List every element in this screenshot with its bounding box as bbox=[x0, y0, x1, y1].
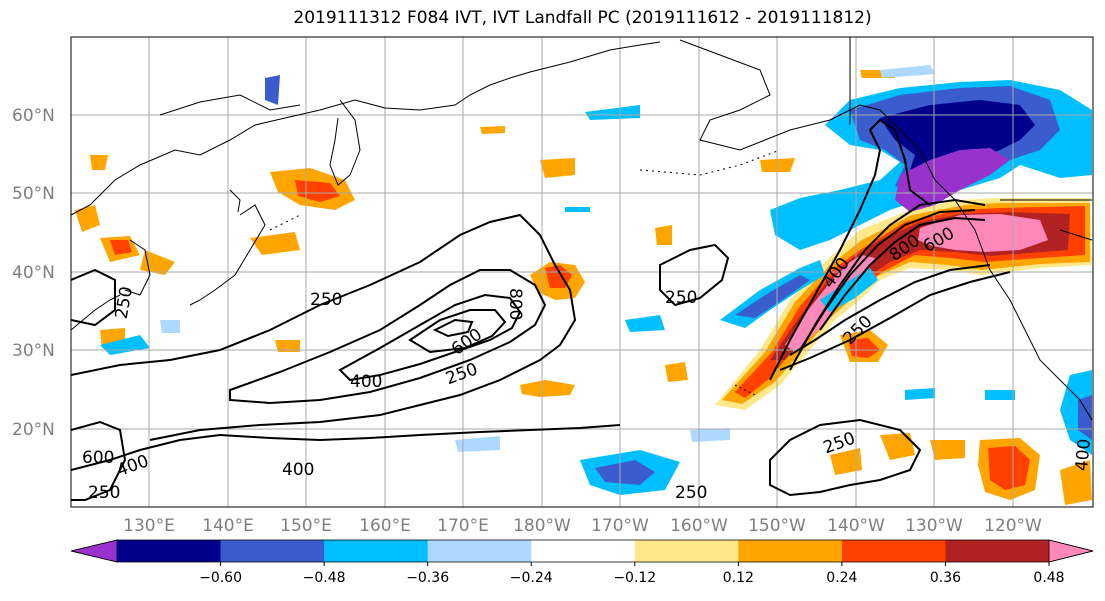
lat-label: 50°N bbox=[12, 184, 55, 204]
lon-label: 170°W bbox=[591, 516, 649, 536]
colorbar-segment bbox=[841, 540, 946, 562]
colorbar: −0.60 −0.48 −0.36 −0.24 −0.12 0.12 0.24 0.36 0.4… bbox=[70, 539, 1094, 586]
colorbar-segment bbox=[531, 540, 636, 562]
colorbar-tick-label: −0.12 bbox=[613, 570, 656, 586]
lat-label: 60°N bbox=[12, 106, 55, 126]
latitude-labels: 60°N 50°N 40°N 30°N 20°N bbox=[12, 106, 55, 440]
lon-label: 160°E bbox=[359, 516, 411, 536]
contour-label: 250 bbox=[310, 290, 342, 310]
colorbar-segment bbox=[945, 540, 1050, 562]
contour-label: 400 bbox=[1072, 438, 1095, 472]
colorbar-outline bbox=[70, 539, 1094, 563]
lon-label: 130°W bbox=[905, 516, 963, 536]
contour-label: 400 bbox=[350, 372, 382, 392]
colorbar-tick-label: 0.36 bbox=[930, 570, 961, 586]
lon-label: 150°W bbox=[748, 516, 806, 536]
lon-label: 140°W bbox=[827, 516, 885, 536]
colorbar-segment bbox=[634, 540, 739, 562]
colorbar-segment bbox=[738, 540, 843, 562]
lat-label: 40°N bbox=[12, 263, 55, 283]
colorbar-tick-label: −0.48 bbox=[303, 570, 346, 586]
colorbar-segment bbox=[324, 540, 429, 562]
lon-label: 150°E bbox=[280, 516, 332, 536]
contour-label: 250 bbox=[88, 483, 120, 503]
lon-label: 170°E bbox=[437, 516, 489, 536]
longitude-labels: 130°E 140°E 150°E 160°E 170°E 180°W 170°… bbox=[123, 516, 1042, 536]
ivt-contours bbox=[71, 118, 1011, 501]
map-title: 2019111312 F084 IVT, IVT Landfall PC (20… bbox=[293, 8, 872, 28]
colorbar-extend-min bbox=[70, 539, 118, 563]
map-content: 250 800 600 250 400 250 400 250 400 800 … bbox=[71, 37, 1095, 507]
colorbar-tick-label: −0.36 bbox=[406, 570, 449, 586]
graticule bbox=[71, 37, 1093, 507]
lon-label: 180°W bbox=[513, 516, 571, 536]
lon-label: 140°E bbox=[202, 516, 254, 536]
colorbar-tick-label: −0.24 bbox=[510, 570, 553, 586]
colorbar-segment bbox=[220, 540, 325, 562]
colorbar-segment bbox=[117, 540, 222, 562]
contour-label: 400 bbox=[282, 460, 314, 480]
coastlines bbox=[71, 37, 1093, 421]
colorbar-segment bbox=[427, 540, 532, 562]
contour-labels: 250 800 600 250 400 250 400 250 400 800 … bbox=[82, 223, 1095, 503]
lon-label: 130°E bbox=[123, 516, 175, 536]
contour-label: 250 bbox=[675, 483, 707, 503]
colorbar-tick-label: 0.24 bbox=[826, 570, 857, 586]
lat-label: 20°N bbox=[12, 420, 55, 440]
contour-label: 250 bbox=[665, 288, 697, 308]
contour-label: 800 bbox=[505, 288, 525, 320]
colorbar-tick-label: 0.12 bbox=[723, 570, 754, 586]
pc-fill-positive bbox=[75, 70, 1092, 505]
map-border bbox=[70, 36, 1094, 508]
colorbar-tick-label: −0.60 bbox=[199, 570, 242, 586]
colorbar-tick-label: 0.48 bbox=[1033, 570, 1064, 586]
contour-label: 600 bbox=[82, 448, 114, 468]
lon-label: 120°W bbox=[984, 516, 1042, 536]
lon-label: 160°W bbox=[670, 516, 728, 536]
colorbar-extend-max bbox=[1048, 539, 1094, 563]
lat-label: 30°N bbox=[12, 341, 55, 361]
